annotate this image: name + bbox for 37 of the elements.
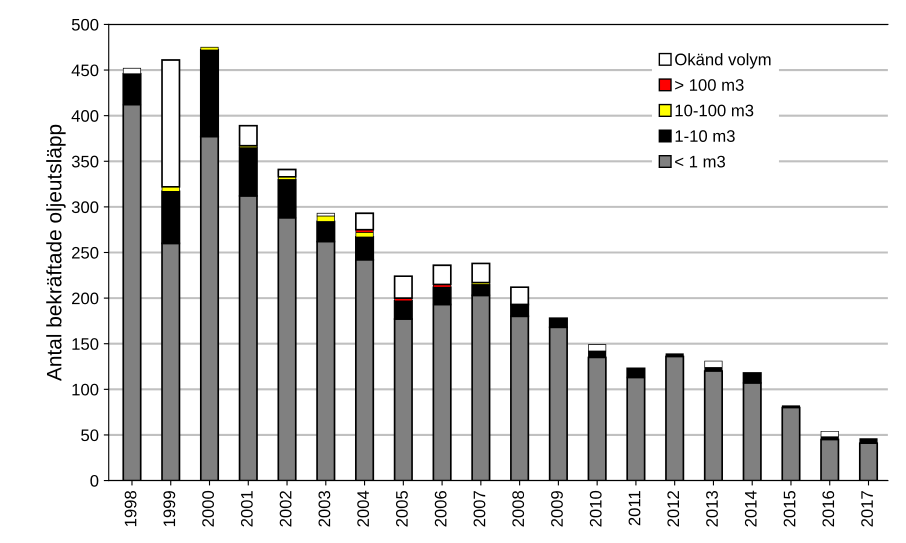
x-tick-label: 2000: [202, 490, 214, 527]
y-tick-label: 50: [81, 429, 98, 442]
x-tick-label: 2001: [240, 491, 253, 527]
x-tick-label: 2017: [861, 491, 873, 527]
y-tick-label: 150: [72, 338, 98, 350]
x-tick-label: 2014: [744, 490, 757, 527]
y-tick-label: 500: [72, 18, 98, 31]
x-tick-label: 2003: [318, 491, 330, 527]
y-tick-label: 350: [72, 156, 98, 168]
x-tick-label: 2009: [551, 491, 563, 527]
y-tick-label: 200: [72, 292, 98, 304]
x-tick-label: 2013: [706, 491, 718, 527]
y-tick-label: 450: [72, 64, 98, 76]
y-axis-title: Antal bekräftade oljeutsläpp: [46, 124, 66, 382]
x-tick-label: 2004: [357, 490, 370, 527]
legend-label: 10-100 m3: [676, 104, 754, 116]
legend-label: Okänd volym: [675, 53, 770, 69]
x-tick-label: 2005: [396, 490, 408, 527]
x-tick-label: 2010: [590, 490, 602, 527]
x-tick-label: 2008: [512, 491, 524, 527]
x-tick-label: 2011: [628, 491, 640, 526]
x-tick-label: 2002: [280, 491, 292, 527]
x-tick-label: 1999: [163, 491, 176, 526]
legend-label: < 1 m3: [675, 156, 726, 168]
y-tick-label: 0: [90, 474, 98, 487]
legend-label: > 100 m3: [675, 79, 744, 91]
y-tick-label: 300: [72, 201, 98, 214]
y-tick-label: 100: [72, 384, 98, 396]
y-tick-label: 400: [72, 110, 98, 122]
x-tick-label: 2006: [434, 491, 447, 527]
legend-label: 1-10 m3: [676, 130, 735, 142]
x-tick-label: 2007: [474, 491, 486, 527]
x-tick-label: 1998: [124, 491, 136, 526]
x-tick-label: 2012: [667, 491, 680, 527]
x-tick-label: 2015: [784, 490, 796, 527]
x-tick-label: 2016: [822, 491, 834, 527]
y-tick-label: 250: [72, 246, 98, 259]
